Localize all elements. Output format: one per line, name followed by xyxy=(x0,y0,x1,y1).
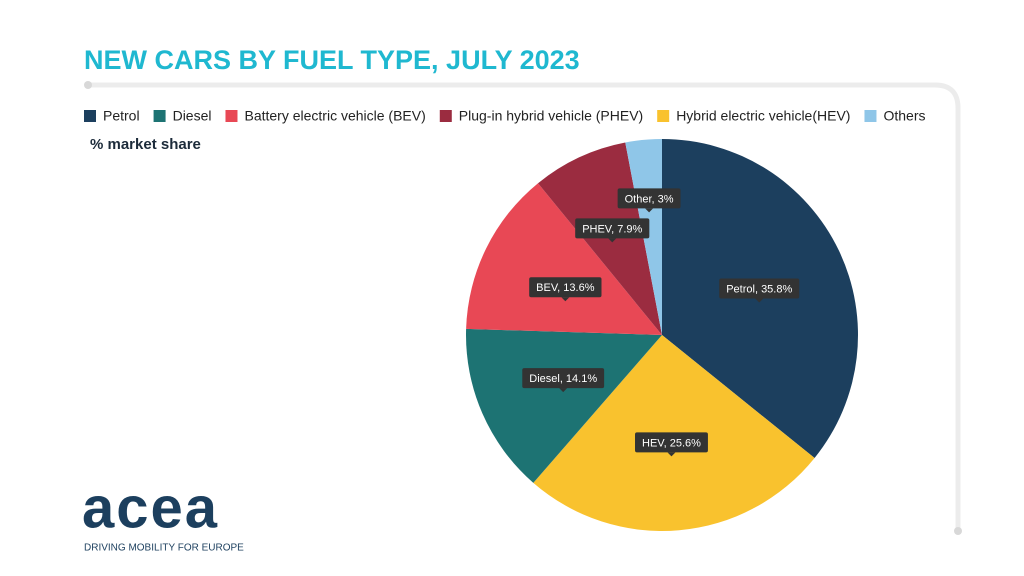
data-label-pointer xyxy=(559,388,568,393)
data-label-pointer xyxy=(561,297,570,302)
data-label: Petrol, 35.8% xyxy=(726,283,792,295)
data-label-box xyxy=(522,368,605,389)
data-label-pointer xyxy=(645,208,654,213)
tagline: DRIVING MOBILITY FOR EUROPE xyxy=(84,543,244,554)
frame-dot xyxy=(84,81,92,89)
legend: Petrol Diesel Battery electric vehicle (BE… xyxy=(84,108,925,124)
data-label-box xyxy=(529,277,602,298)
data-label-group: PHEV, 7.9% xyxy=(575,218,650,243)
legend-label: Diesel xyxy=(173,108,212,124)
data-label-box xyxy=(719,278,800,299)
legend-swatch xyxy=(84,110,96,122)
legend-label: Hybrid electric vehicle(HEV) xyxy=(676,108,850,124)
data-label: Diesel, 14.1% xyxy=(529,373,597,385)
data-label: PHEV, 7.9% xyxy=(582,223,642,235)
legend-label: Others xyxy=(883,108,925,124)
legend-swatch xyxy=(153,110,166,122)
data-label-pointer xyxy=(667,452,676,457)
chart-subtitle: % market share xyxy=(90,136,201,153)
legend-swatch xyxy=(225,110,238,122)
logo: acea xyxy=(82,475,219,540)
data-label-pointer xyxy=(755,298,764,303)
data-label: HEV, 25.6% xyxy=(642,437,701,449)
data-label-group: Petrol, 35.8% xyxy=(719,278,800,303)
data-label-group: BEV, 13.6% xyxy=(529,277,602,302)
data-label-group: HEV, 25.6% xyxy=(635,432,708,457)
data-label-box xyxy=(635,432,708,453)
data-label-group: Other, 3% xyxy=(617,188,681,213)
legend-label: Plug-in hybrid vehicle (PHEV) xyxy=(459,108,643,124)
data-label: Other, 3% xyxy=(625,193,674,205)
pie-slice xyxy=(466,328,662,483)
legend-swatch xyxy=(657,110,670,122)
data-label-box xyxy=(575,218,650,239)
legend-label: Battery electric vehicle (BEV) xyxy=(244,108,425,124)
chart-title: NEW CARS BY FUEL TYPE, JULY 2023 xyxy=(84,45,580,75)
frame-dot xyxy=(954,527,962,535)
legend-label: Petrol xyxy=(103,108,140,124)
data-label-pointer xyxy=(608,238,617,243)
data-label: BEV, 13.6% xyxy=(536,282,595,294)
frame-line xyxy=(88,82,961,530)
data-label-group: Diesel, 14.1% xyxy=(522,368,605,393)
legend-swatch xyxy=(864,110,877,122)
data-label-box xyxy=(617,188,681,209)
legend-swatch xyxy=(439,110,452,122)
pie-slice xyxy=(466,183,662,335)
data-labels: Petrol, 35.8% HEV, 25.6% Diesel, 14.1% BEV,… xyxy=(522,188,800,457)
